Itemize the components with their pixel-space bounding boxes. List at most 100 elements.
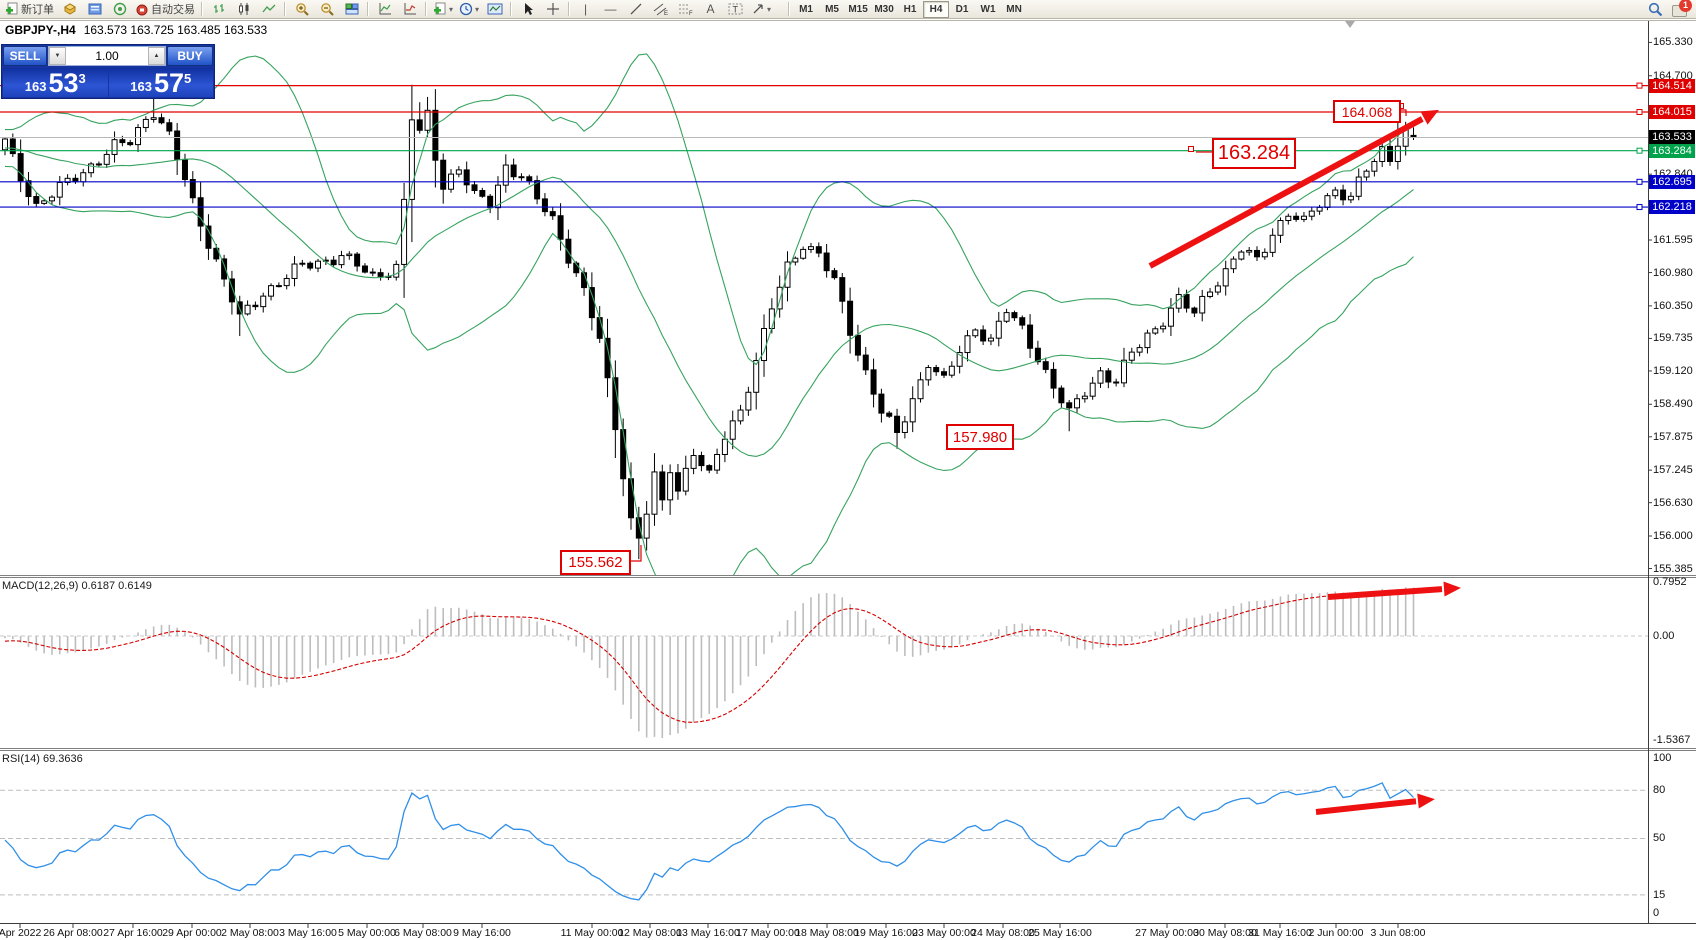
line-chart-type-button[interactable] — [256, 0, 281, 19]
arrows-shapes-icon — [753, 4, 763, 14]
timeframe-mn[interactable]: MN — [1006, 3, 1022, 15]
price-axis-tick: 156.630 — [1653, 496, 1693, 509]
toolbar-separator — [284, 2, 286, 16]
signal-button[interactable] — [107, 0, 132, 19]
time-axis-tick: 19 May 16:00 — [854, 927, 918, 939]
time-axis-tick: 12 May 08:00 — [618, 927, 682, 939]
period-button[interactable]: ▾ — [456, 0, 482, 19]
ohlc-quote-label: 163.573 163.725 163.485 163.533 — [83, 23, 268, 37]
indicators-button[interactable] — [372, 0, 397, 19]
indicator-list-button[interactable] — [397, 0, 422, 19]
zoom-in-button[interactable] — [289, 0, 314, 19]
template-icon — [434, 2, 446, 15]
price-level-badge: 164.514 — [1649, 78, 1695, 93]
auto-trading-button[interactable]: 自动交易 — [132, 0, 198, 19]
navigator-button[interactable] — [82, 0, 107, 19]
time-axis-tick: 18 May 08:00 — [795, 927, 859, 939]
cursor-tool-button[interactable] — [515, 0, 540, 19]
timeframe-w1[interactable]: W1 — [980, 3, 996, 15]
indicator-list-icon — [404, 3, 416, 15]
timeframe-h4[interactable]: H4 — [923, 0, 950, 18]
time-axis-tick: 3 Jun 08:00 — [1370, 927, 1426, 939]
sell-price-display[interactable]: 163 53 3 — [3, 68, 108, 97]
time-axis-tick: 6 May 08:00 — [394, 927, 452, 939]
price-annotation[interactable]: 157.980 — [946, 424, 1014, 450]
candlestick-chart-icon — [238, 3, 248, 15]
zoom-out-button[interactable] — [314, 0, 339, 19]
price-annotation[interactable]: 155.562 — [560, 550, 631, 575]
bar-chart-icon — [213, 4, 224, 13]
vertical-line-icon: | — [583, 2, 588, 16]
new-order-button[interactable]: 新订单 — [2, 0, 57, 19]
horizontal-line-tool-button[interactable]: — — [598, 0, 623, 19]
notifications-button[interactable]: 1 — [1672, 0, 1692, 17]
buy-button[interactable]: BUY — [167, 46, 213, 66]
chart-properties-button[interactable] — [482, 0, 507, 19]
price-axis-tick: 157.875 — [1653, 430, 1693, 443]
rsi-axis-tick: 0 — [1653, 907, 1660, 919]
price-level-badge: 162.218 — [1649, 200, 1695, 215]
trend-arrow[interactable] — [1315, 798, 1417, 815]
trend-arrow-head[interactable] — [1443, 581, 1461, 597]
trend-arrow-head[interactable] — [1417, 793, 1435, 809]
chart-shift-marker[interactable] — [1345, 21, 1355, 28]
candlestick-chart-type-button[interactable] — [231, 0, 256, 19]
template-button[interactable]: ▾ — [430, 0, 456, 19]
rsi-axis-tick: 50 — [1653, 832, 1666, 844]
timeframe-m1[interactable]: M1 — [799, 3, 813, 15]
search-button[interactable] — [1643, 0, 1668, 19]
price-axis-tick: 155.385 — [1653, 562, 1693, 575]
new-order-icon — [6, 2, 18, 15]
market-watch-button[interactable] — [57, 0, 82, 19]
tile-windows-button[interactable] — [339, 0, 364, 19]
crosshair-icon — [546, 3, 559, 15]
trendline-icon — [630, 3, 641, 15]
time-axis-tick: 27 Apr 16:00 — [103, 927, 163, 939]
timeframe-m5[interactable]: M5 — [825, 3, 839, 15]
trendline-tool-button[interactable] — [623, 0, 648, 19]
timeframe-h1[interactable]: H1 — [903, 3, 917, 15]
toolbar-separator — [425, 2, 427, 16]
macd-axis-tick: 0.7952 — [1653, 576, 1687, 588]
notification-count-badge: 1 — [1679, 0, 1692, 12]
dropdown-arrow-icon: ▾ — [767, 4, 772, 14]
price-axis-tick: 160.350 — [1653, 299, 1693, 312]
new-order-label: 新订单 — [21, 4, 54, 16]
timeframe-d1[interactable]: D1 — [955, 3, 969, 15]
volume-input[interactable] — [66, 47, 148, 65]
time-axis-tick: 2 May 08:00 — [221, 927, 279, 939]
trend-arrow[interactable] — [1148, 116, 1424, 269]
text-label-icon: T — [728, 3, 743, 15]
dropdown-arrow-icon: ▾ — [475, 4, 480, 14]
timeframe-m30[interactable]: M30 — [874, 3, 894, 15]
timeframe-m15[interactable]: M15 — [848, 3, 868, 15]
vertical-line-tool-button[interactable]: | — [573, 0, 598, 19]
volume-increase-button[interactable]: ▲ — [148, 47, 165, 65]
trend-arrow-head[interactable] — [1420, 109, 1439, 125]
trend-arrow[interactable] — [1327, 586, 1443, 600]
text-tool-button[interactable]: A — [698, 0, 723, 19]
rsi-axis-tick: 80 — [1653, 784, 1666, 796]
volume-decrease-button[interactable]: ▼ — [49, 47, 66, 65]
price-annotation[interactable]: 163.284 — [1212, 138, 1296, 169]
arrows-tool-button[interactable]: ▾ — [748, 0, 774, 19]
fibonacci-icon: F — [678, 4, 693, 16]
text-label-tool-button[interactable]: T — [723, 0, 748, 19]
volume-box: ▼ ▲ — [48, 46, 166, 66]
time-axis-tick: 31 May 16:00 — [1248, 927, 1312, 939]
crosshair-tool-button[interactable] — [540, 0, 565, 19]
price-axis-tick: 159.120 — [1653, 364, 1693, 377]
channel-tool-button[interactable]: E — [648, 0, 673, 19]
time-axis-tick: 26 Apr 08:00 — [43, 927, 103, 939]
sell-button[interactable]: SELL — [3, 46, 47, 66]
price-annotation[interactable]: 164.068 — [1333, 100, 1401, 123]
svg-text:F: F — [689, 11, 693, 16]
buy-price-display[interactable]: 163 57 5 — [108, 68, 213, 97]
toolbar: 新订单 自动交易 — [0, 0, 1696, 19]
sell-price-pips: 53 — [48, 68, 79, 98]
fibonacci-tool-button[interactable]: F — [673, 0, 698, 19]
bar-chart-type-button[interactable] — [206, 0, 231, 19]
buy-price-point: 5 — [184, 71, 192, 86]
zoom-in-icon — [295, 3, 309, 16]
